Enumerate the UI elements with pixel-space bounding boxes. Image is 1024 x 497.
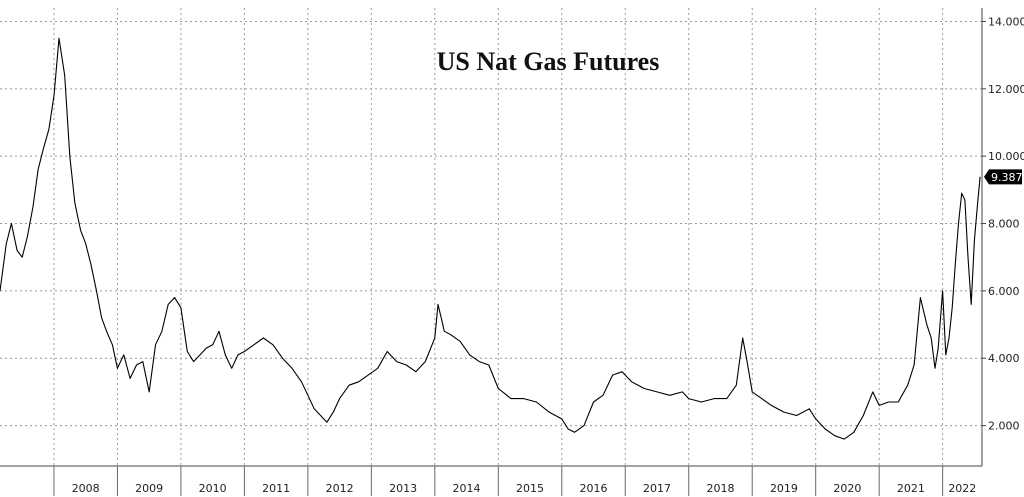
series-line-nat-gas [0,37,981,440]
x-tick-label: 2008 [72,482,100,495]
last-value-badge-bg [984,169,1022,185]
x-tick-label: 2020 [833,482,861,495]
x-tick-label: 2009 [135,482,163,495]
x-tick-label: 2019 [770,482,798,495]
y-tick-label: 8.000 [988,218,1020,231]
x-tick-label: 2017 [643,482,671,495]
chart-title: US Nat Gas Futures [437,47,660,76]
grid-lines [0,8,982,466]
x-tick-label: 2018 [706,482,734,495]
y-tick-label: 6.000 [988,285,1020,298]
y-tick-label: 12.000 [988,83,1024,96]
x-axis-ticks: 2008 2009 2010 2011 2012 2013 2014 2015 2016 2017… [53,466,976,496]
x-tick-label: 2022 [948,482,976,495]
y-tick-label: 4.000 [988,352,1020,365]
y-tick-label: 10.000 [988,150,1024,163]
last-value-label: 9.387 [991,171,1023,184]
y-tick-label: 2.000 [988,420,1020,433]
x-tick-label: 2012 [326,482,354,495]
last-value-badge: 9.387 [984,169,1023,185]
x-tick-label: 2013 [389,482,417,495]
y-tick-label: 14.000 [988,15,1024,28]
x-tick-label: 2011 [262,482,290,495]
x-tick-label: 2016 [580,482,608,495]
x-tick-label: 2015 [516,482,544,495]
x-tick-label: 2014 [453,482,481,495]
x-tick-label: 2010 [199,482,227,495]
x-tick-label: 2021 [897,482,925,495]
y-axis-ticks: 2.000 4.000 6.000 8.000 10.000 12.000 14.000 [982,15,1024,433]
